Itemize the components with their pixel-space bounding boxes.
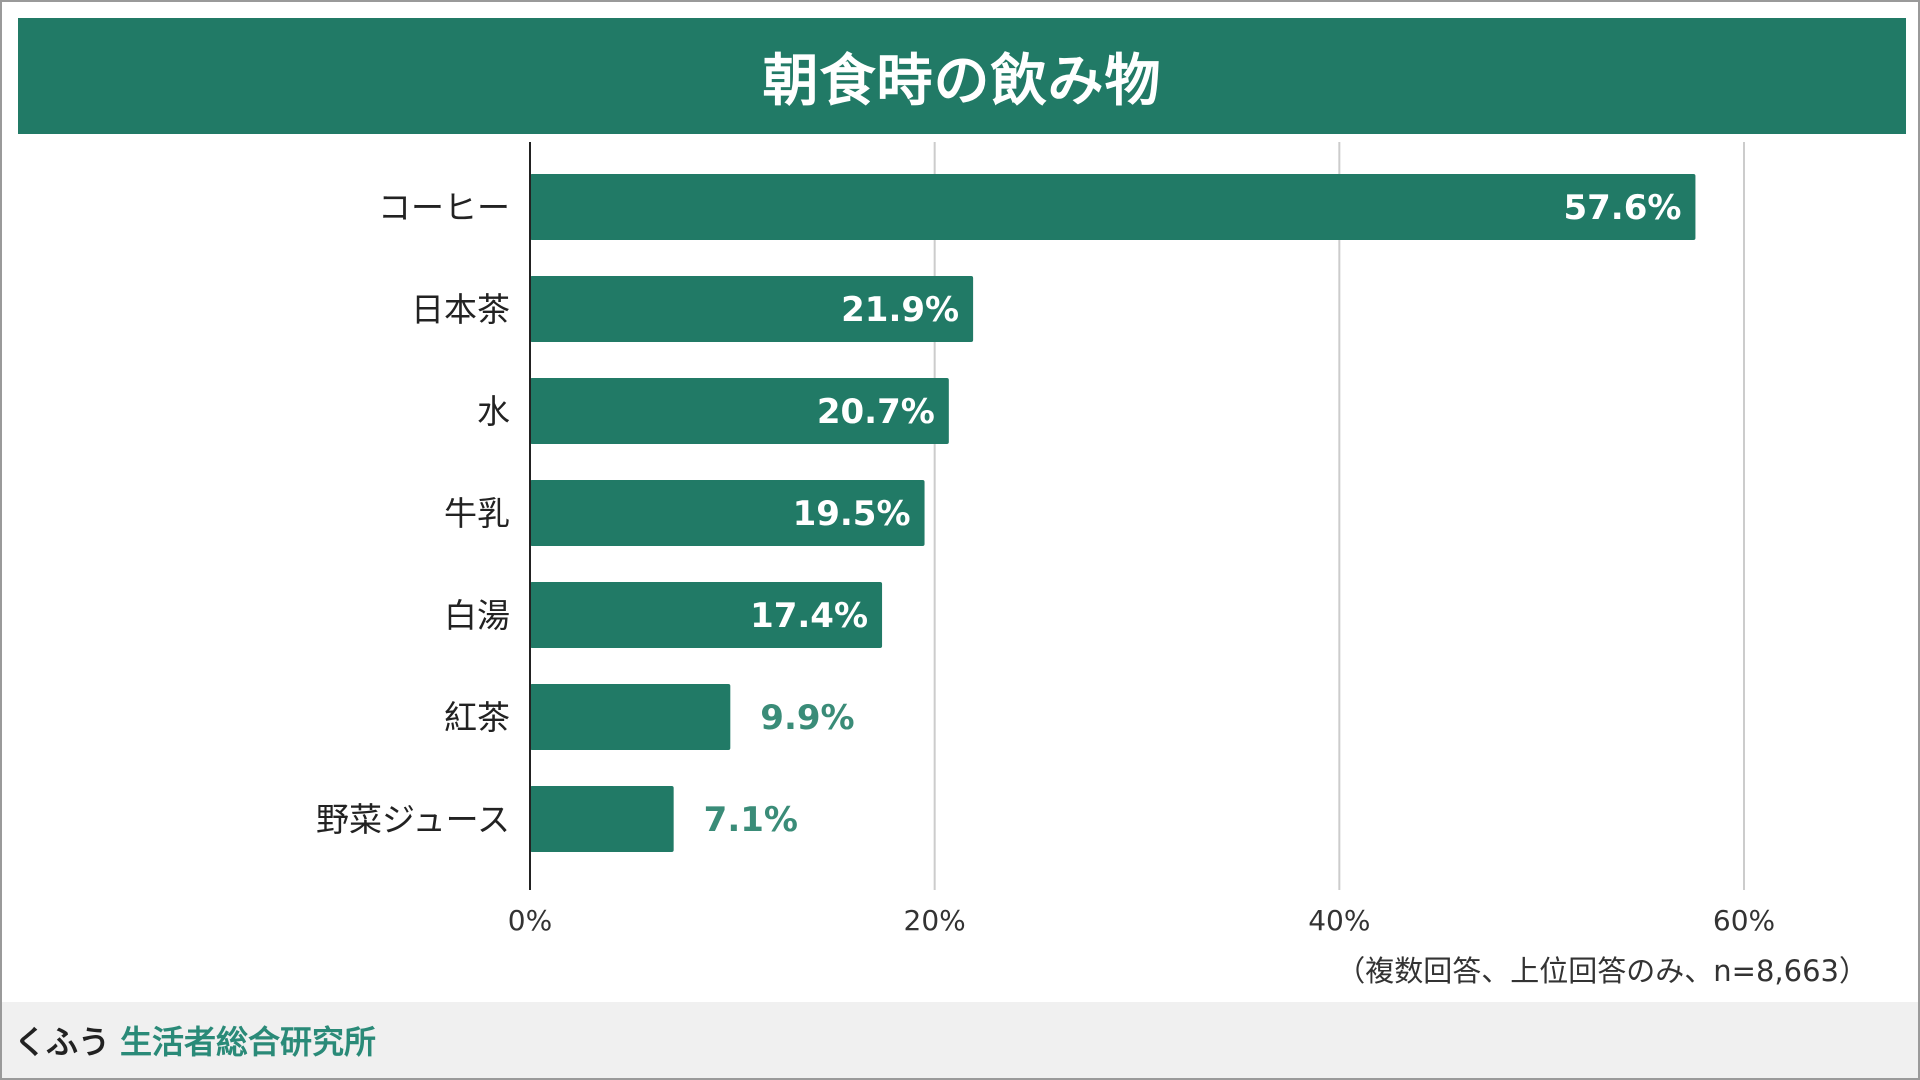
bar: [530, 582, 883, 648]
bar: [530, 276, 974, 342]
category-label: 牛乳: [444, 494, 510, 533]
category-label: 紅茶: [444, 698, 510, 737]
footer: くふう 生活者総合研究所: [2, 1002, 1918, 1078]
category-label: 野菜ジュース: [316, 800, 510, 839]
data-label: 57.6%: [1563, 188, 1681, 228]
bar: [530, 684, 731, 750]
category-label: 白湯: [444, 596, 510, 635]
data-label: 21.9%: [841, 290, 959, 330]
bar: [530, 174, 1696, 240]
x-tick-label: 60%: [1713, 904, 1775, 937]
category-label: 水: [477, 392, 510, 431]
logo-name: 生活者総合研究所: [120, 1023, 377, 1061]
bar: [530, 786, 674, 852]
logo-kana: くふう: [14, 1023, 111, 1061]
category-label: 日本茶: [411, 290, 510, 329]
bar: [530, 378, 949, 444]
bar: [530, 480, 925, 546]
chart-title: 朝食時の飲み物: [762, 48, 1162, 114]
data-label: 9.9%: [760, 698, 854, 738]
category-label: コーヒー: [378, 188, 510, 227]
data-label: 20.7%: [817, 392, 935, 432]
sample-note: （複数回答、上位回答のみ、n=8,663）: [1336, 954, 1868, 988]
data-label: 7.1%: [704, 800, 798, 840]
title-bar: 朝食時の飲み物: [18, 18, 1906, 134]
x-tick-label: 20%: [904, 904, 966, 937]
brand-logo: くふう 生活者総合研究所: [14, 1017, 376, 1063]
bar-chart: コーヒー 57.6% 日本茶 21.9% 水 20.7% 牛乳 19.5% 白湯 17.4% 紅茶 9…: [316, 142, 1775, 937]
data-label: 19.5%: [793, 494, 911, 534]
x-tick-label: 0%: [508, 904, 552, 937]
data-label: 17.4%: [750, 596, 868, 636]
x-tick-label: 40%: [1308, 904, 1370, 937]
